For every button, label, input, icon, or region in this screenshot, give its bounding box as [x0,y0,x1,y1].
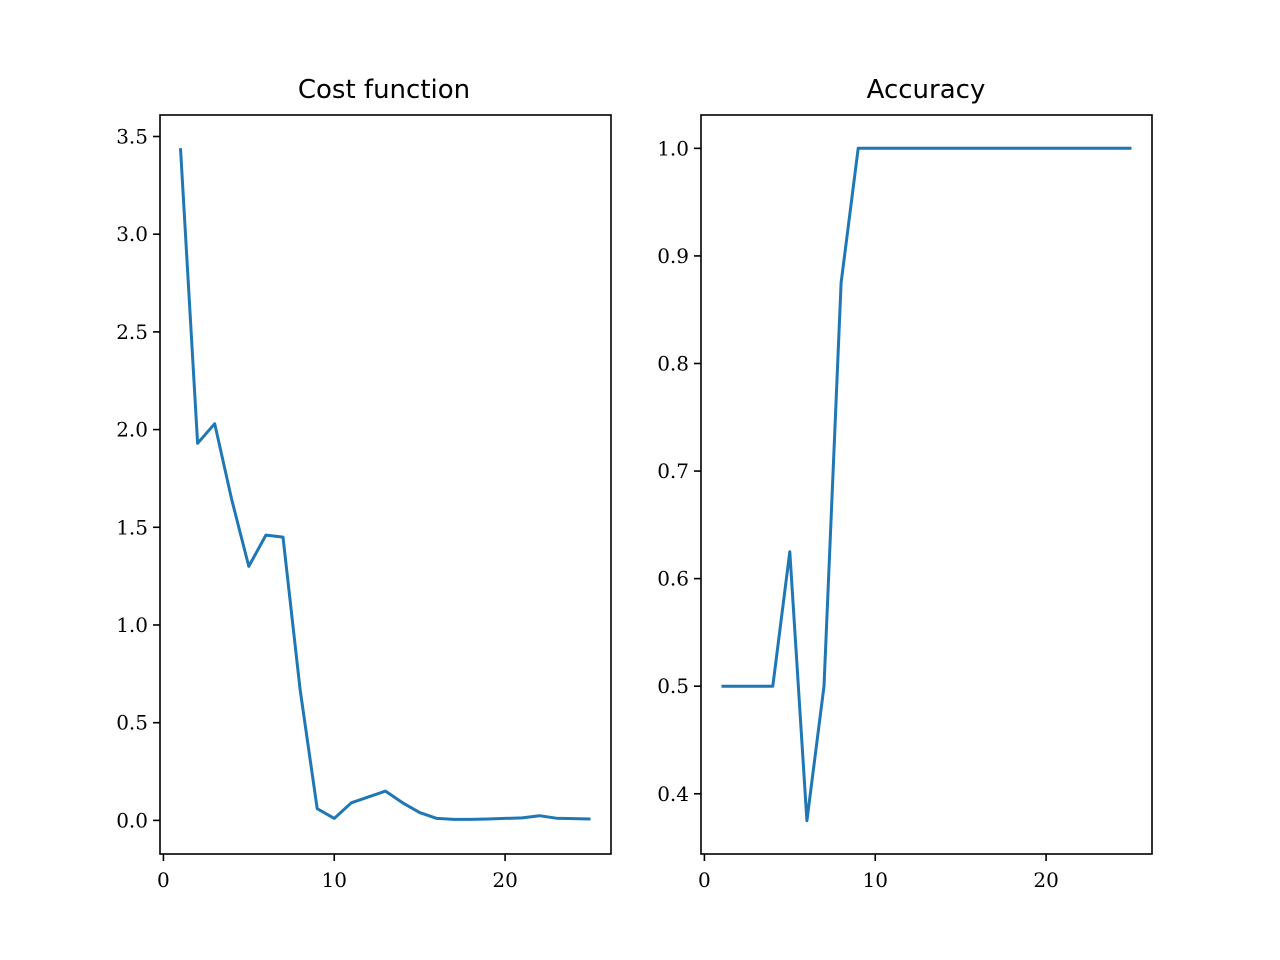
y-tick-label: 0.8 [657,351,689,375]
y-tick-label: 1.5 [116,515,148,539]
y-tick-label: 1.0 [116,613,148,637]
accuracy-panel: Accuracy 0 10 20 0.4 0.5 0.6 0.7 0.8 0.9 1.0 [657,75,1153,892]
y-tick-label: 0.5 [657,674,689,698]
chart-title: Cost function [298,75,470,105]
x-tick-label: 20 [1033,868,1058,892]
x-tick-label: 10 [863,868,888,892]
y-tick-label: 0.5 [116,711,148,735]
series-line [721,146,1132,823]
x-tick-label: 0 [157,868,170,892]
y-tick-label: 2.5 [116,320,148,344]
y-tick-label: 3.5 [116,124,148,148]
y-tick-label: 0.9 [657,244,689,268]
series-line [179,148,591,821]
y-tick-label: 1.0 [657,136,689,160]
y-tick-label: 0.7 [657,459,689,483]
plot-area [721,146,1132,823]
x-tick-label: 0 [698,868,711,892]
chart-title: Accuracy [867,75,986,105]
y-tick-label: 2.0 [116,418,148,442]
axis-ticks: 0 10 20 0.4 0.5 0.6 0.7 0.8 0.9 1.0 [657,136,1059,892]
axis-ticks: 0 10 20 0.0 0.5 1.0 1.5 2.0 2.5 3.0 3.5 [116,124,518,892]
y-tick-label: 0.4 [657,782,689,806]
axes-frame [159,114,612,855]
y-tick-label: 0.0 [116,808,148,832]
x-tick-label: 10 [322,868,347,892]
y-tick-label: 0.6 [657,567,689,591]
y-tick-label: 3.0 [116,222,148,246]
axes-frame [700,114,1153,855]
cost-function-panel: Cost function 0 10 20 0.0 0.5 1.0 1.5 2.0 2.5 3.0… [116,75,612,892]
x-tick-label: 20 [492,868,517,892]
plot-area [179,148,591,821]
